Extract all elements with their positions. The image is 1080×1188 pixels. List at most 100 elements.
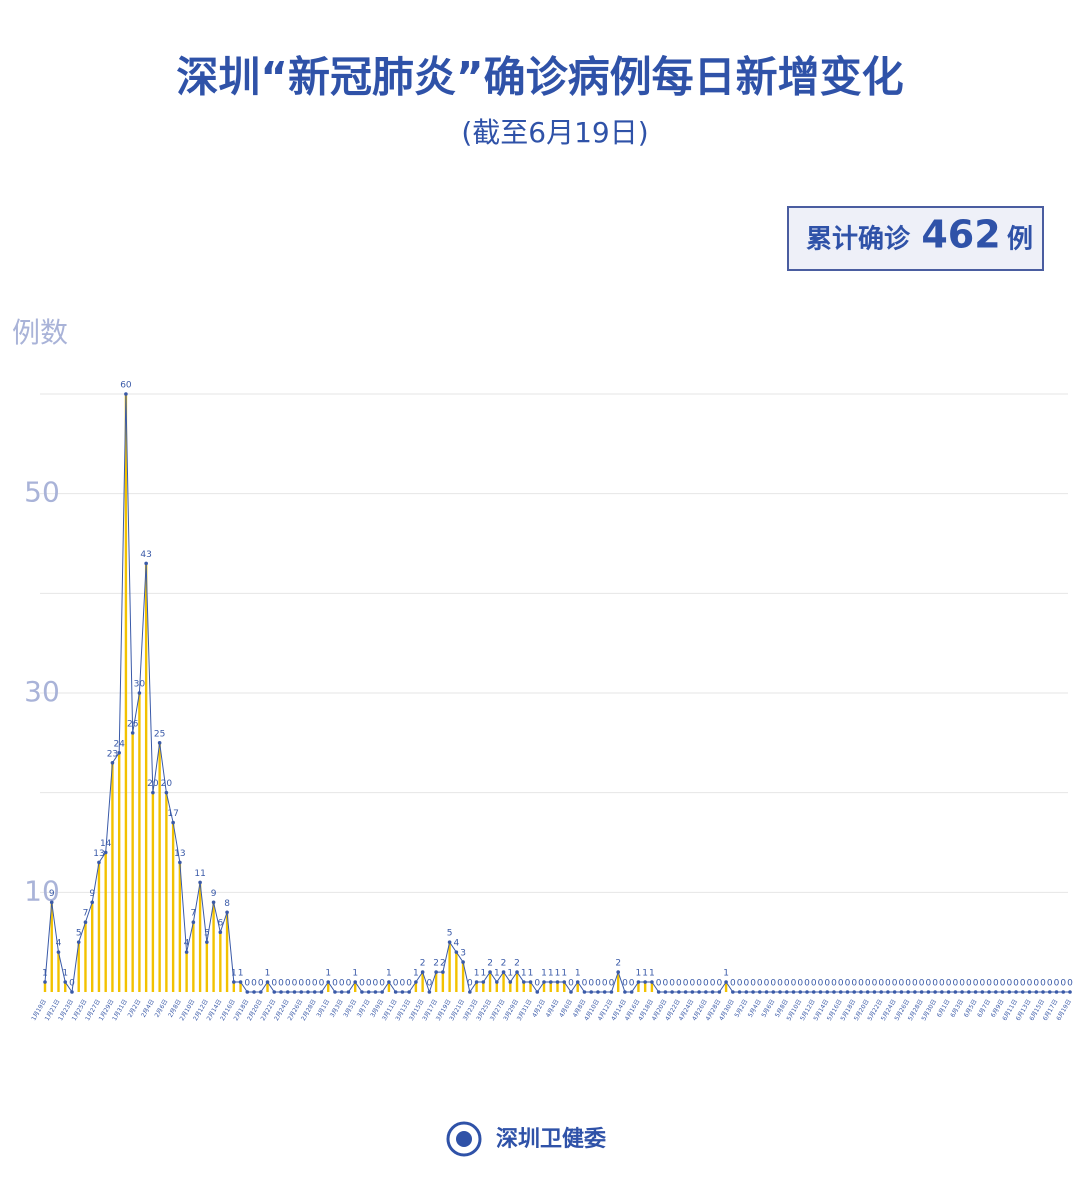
y-tick-label: 10 — [24, 874, 60, 907]
data-point — [468, 990, 472, 994]
data-point — [353, 980, 357, 984]
data-point — [791, 990, 796, 994]
data-point — [967, 990, 971, 994]
data-label: 0 — [359, 979, 365, 989]
data-label: 0 — [885, 979, 891, 989]
data-point — [771, 990, 776, 994]
data-label: 20 — [161, 779, 173, 789]
data-point — [542, 980, 546, 984]
data-label: 5 — [76, 929, 82, 939]
y-tick-label: 50 — [24, 476, 60, 509]
data-label: 0 — [602, 979, 608, 989]
data-point — [960, 990, 964, 994]
data-label: 5 — [204, 929, 210, 939]
data-point — [1020, 990, 1025, 994]
data-point — [110, 760, 115, 765]
data-label: 0 — [710, 979, 716, 989]
data-label: 1 — [62, 969, 68, 979]
data-label: 0 — [373, 979, 379, 989]
data-label: 0 — [1013, 979, 1019, 989]
data-point — [650, 980, 654, 984]
data-label: 0 — [622, 979, 628, 989]
data-label: 0 — [973, 979, 979, 989]
data-point — [333, 990, 337, 994]
data-label: 0 — [278, 979, 284, 989]
logo — [446, 1121, 482, 1157]
data-point — [663, 990, 668, 994]
data-label: 1 — [325, 969, 331, 979]
data-label: 0 — [669, 979, 675, 989]
data-point — [488, 970, 492, 974]
data-point — [778, 990, 782, 994]
data-label: 0 — [663, 979, 669, 989]
data-point — [973, 990, 978, 994]
data-point — [798, 990, 803, 994]
data-point — [400, 990, 405, 994]
data-point — [697, 990, 701, 994]
data-point — [252, 990, 256, 994]
data-point — [582, 990, 587, 994]
data-point — [198, 880, 202, 885]
data-label: 20 — [147, 779, 159, 789]
data-point — [238, 980, 243, 984]
data-label: 0 — [656, 979, 662, 989]
data-label: 0 — [312, 979, 318, 989]
data-label: 1 — [42, 969, 48, 979]
data-label: 0 — [703, 979, 709, 989]
data-point — [279, 990, 283, 994]
data-label: 0 — [696, 979, 702, 989]
data-point — [636, 980, 641, 984]
data-point — [872, 990, 877, 994]
data-point — [946, 990, 951, 994]
total-box — [787, 206, 1044, 271]
data-point — [1041, 990, 1045, 994]
data-point — [616, 970, 620, 974]
data-label: 0 — [1067, 979, 1073, 989]
total-prefix: 累计确诊 — [806, 224, 911, 255]
data-label: 0 — [319, 979, 325, 989]
chart-title: 深圳“新冠肺炎”确诊病例每日新增变化 — [176, 53, 903, 102]
data-label: 1 — [575, 969, 581, 979]
data-point — [892, 990, 897, 994]
data-label: 0 — [1027, 979, 1033, 989]
data-point — [124, 392, 128, 396]
data-point — [339, 990, 344, 994]
data-point — [232, 980, 236, 984]
data-point — [535, 990, 540, 994]
data-point — [852, 990, 857, 994]
data-label: 1 — [555, 969, 561, 979]
data-label: 4 — [453, 939, 459, 949]
data-label: 0 — [831, 979, 837, 989]
data-label: 0 — [292, 979, 298, 989]
data-point — [272, 990, 277, 994]
data-label: 0 — [966, 979, 972, 989]
data-label: 0 — [1033, 979, 1039, 989]
data-label: 11 — [194, 869, 205, 879]
data-label: 0 — [932, 979, 938, 989]
data-point — [710, 990, 715, 994]
data-label: 5 — [447, 929, 453, 939]
data-point — [879, 990, 883, 994]
data-point — [83, 920, 88, 925]
data-point — [555, 980, 560, 984]
data-label: 0 — [690, 979, 696, 989]
data-point — [103, 850, 108, 855]
data-label: 1 — [548, 969, 554, 979]
data-point — [164, 790, 169, 795]
data-point — [184, 950, 189, 954]
data-label: 0 — [346, 979, 352, 989]
data-point — [731, 990, 735, 994]
data-point — [434, 970, 438, 974]
data-label: 23 — [107, 749, 118, 759]
data-point — [360, 990, 364, 994]
data-point — [285, 990, 290, 994]
data-label: 0 — [1060, 979, 1066, 989]
data-label: 1 — [494, 969, 500, 979]
data-label: 0 — [683, 979, 689, 989]
data-label: 1 — [541, 969, 547, 979]
data-label: 9 — [211, 889, 217, 899]
data-point — [144, 561, 148, 566]
data-point — [447, 940, 452, 944]
data-label: 6 — [217, 919, 223, 929]
total-suffix: 例 — [1007, 225, 1033, 255]
